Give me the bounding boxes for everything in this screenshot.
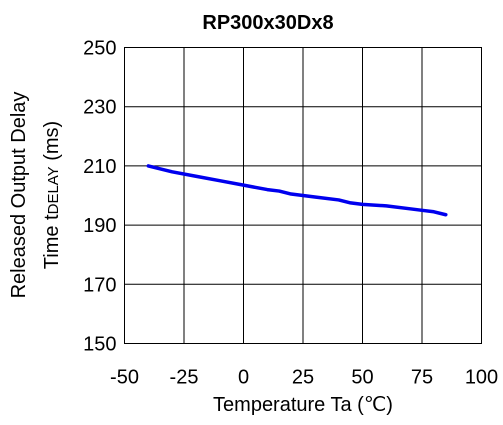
plot-area-border bbox=[124, 47, 482, 344]
x-tick-label: 50 bbox=[351, 367, 373, 389]
x-tick-label: -25 bbox=[170, 367, 199, 389]
y-axis-title-subscript: DELAY bbox=[45, 166, 62, 214]
x-tick-label: 25 bbox=[292, 367, 314, 389]
y-tick-label: 150 bbox=[83, 334, 116, 356]
x-tick-label: 75 bbox=[411, 367, 433, 389]
y-axis-title-prefix: Time t bbox=[41, 214, 63, 269]
chart-title: RP300x30Dx8 bbox=[202, 12, 333, 34]
y-tick-label: 230 bbox=[83, 97, 116, 119]
x-tick-labels: -50 -25 0 25 50 75 100 bbox=[110, 367, 498, 389]
y-axis-title-line1: Released Output Delay bbox=[8, 92, 30, 299]
y-tick-label: 190 bbox=[83, 215, 116, 237]
x-tick-label: -50 bbox=[110, 367, 139, 389]
series-line-0 bbox=[146, 164, 448, 217]
y-axis-title-suffix: (ms) bbox=[41, 121, 63, 167]
x-tick-label: 100 bbox=[465, 367, 498, 389]
series-layer bbox=[146, 164, 448, 217]
y-axis-title-line2: Time tDELAY (ms) bbox=[41, 121, 63, 269]
x-axis-title: Temperature Ta (℃) bbox=[213, 394, 393, 416]
y-tick-label: 170 bbox=[83, 274, 116, 296]
x-tick-label: 0 bbox=[238, 367, 249, 389]
y-tick-labels: 150 170 190 210 230 250 bbox=[83, 38, 116, 356]
y-tick-label: 210 bbox=[83, 156, 116, 178]
y-tick-label: 250 bbox=[83, 38, 116, 60]
